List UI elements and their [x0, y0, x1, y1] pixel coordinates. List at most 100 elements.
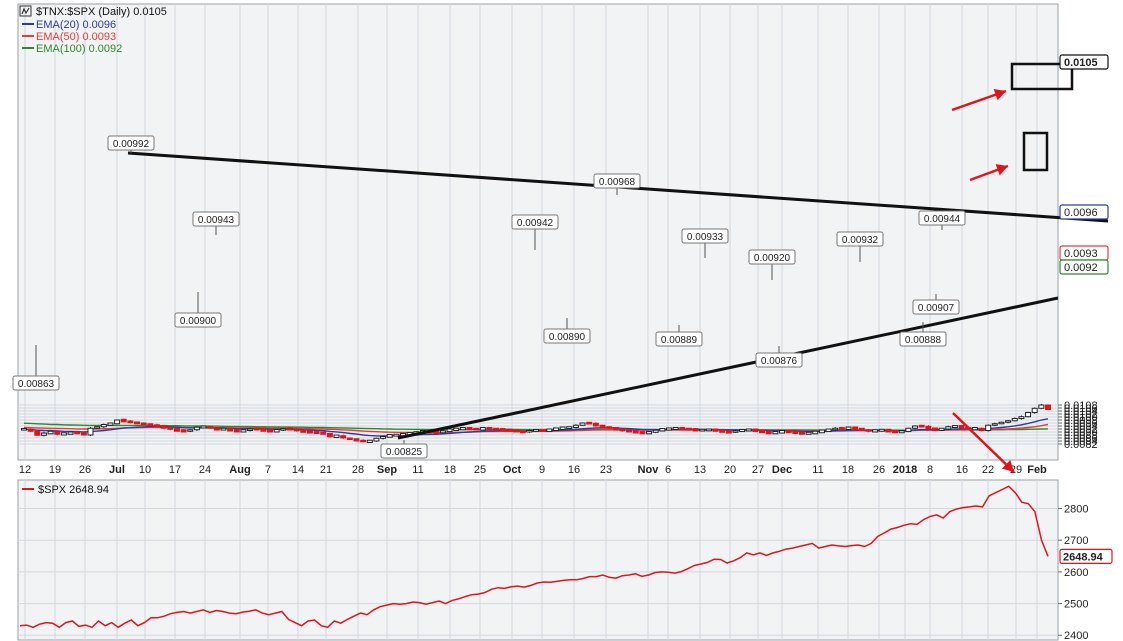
candle-body [167, 427, 174, 430]
candle-body [679, 427, 686, 431]
x-tick-label: Jul [109, 464, 125, 476]
candle-body [619, 428, 626, 432]
candle-body [632, 430, 639, 434]
candle-body [193, 426, 200, 431]
candle-body [373, 437, 380, 442]
candle-body [572, 424, 579, 428]
candle-body [493, 427, 500, 431]
candle-body [320, 431, 327, 435]
x-tick-label: 13 [694, 464, 706, 476]
candle-body [499, 428, 506, 431]
candle-body [60, 432, 67, 436]
candle-body [732, 430, 739, 433]
x-tick-label: Nov [638, 464, 660, 476]
candle-body [27, 428, 34, 432]
candle-body [253, 427, 260, 431]
y-tick-label: 0.0092 [1064, 424, 1098, 436]
annotation-box [755, 352, 803, 368]
candle-body [692, 428, 699, 432]
value-tag-label: 0.0096 [1064, 207, 1098, 219]
candle-body [87, 427, 94, 436]
candle-body [539, 428, 546, 433]
x-tick-label: Sep [377, 464, 397, 476]
x-tick-label: 22 [982, 464, 994, 476]
candle-body [792, 430, 799, 434]
candle-body [712, 428, 719, 432]
candle-body [1031, 407, 1038, 413]
candle-body [985, 424, 992, 431]
spx-line-series [19, 485, 1049, 629]
candle-body [459, 427, 466, 431]
arrow-shaft [952, 412, 1015, 473]
spx-panel-grid [18, 480, 1058, 640]
legend-entry: EMA(100) 0.0092 [36, 43, 122, 55]
x-tick-label: 25 [474, 464, 486, 476]
candle-body [579, 422, 586, 426]
candle-body [745, 428, 752, 432]
candle-body [220, 427, 227, 431]
candle-body [612, 427, 619, 431]
y-tick-label: 0.0088 [1064, 430, 1098, 442]
highlight-boxes [1010, 62, 1074, 172]
candle-body [433, 431, 440, 434]
candle-body [240, 429, 247, 433]
candle-body [772, 431, 779, 435]
candle-body [519, 430, 526, 434]
x-tick-label: 7 [265, 464, 271, 476]
candle-body [80, 432, 87, 436]
candle-body [845, 426, 852, 430]
y-tick-label: 0.0096 [1064, 418, 1098, 430]
candle-body [47, 430, 54, 435]
arrow-head [1001, 460, 1014, 472]
annotation-label: 0.00825 [386, 447, 423, 458]
price-ratio-panel: 0.00820.00840.00860.00880.00900.00920.00… [12, 3, 1109, 476]
candle-body [260, 428, 267, 432]
x-tick-label: 11 [412, 464, 423, 476]
candle-body [213, 427, 220, 431]
candle-body [971, 427, 978, 431]
candle-body [173, 428, 180, 432]
annotation-box [107, 135, 155, 151]
candle-body [785, 430, 792, 434]
candle-body [606, 426, 613, 429]
candle-body [798, 431, 805, 435]
y-tick-label: 2400 [1064, 630, 1088, 641]
candle-body [546, 428, 553, 433]
y-tick-label: 0.0086 [1064, 433, 1098, 445]
x-tick-label: 29 [1010, 464, 1022, 476]
candle-body [559, 426, 566, 430]
candle-body [40, 432, 47, 436]
annotation-box [174, 312, 222, 328]
annotation-box [12, 375, 60, 391]
candle-body [446, 428, 453, 433]
x-tick-label: Feb [1027, 464, 1047, 476]
candle-body [366, 439, 373, 443]
candle-body [905, 427, 912, 433]
spx-panel-title: $SPX 2648.94 [38, 484, 109, 496]
y-tick-label: 0.0102 [1064, 409, 1098, 421]
candle-body [1005, 420, 1012, 423]
candle-body [479, 427, 486, 431]
candle-body [473, 427, 480, 431]
y-tick-label: 0.0098 [1064, 415, 1098, 427]
candle-body [805, 431, 812, 435]
candle-body [67, 431, 74, 435]
price-panel-title: $TNX:$SPX (Daily) 0.0105 [36, 6, 167, 18]
candle-body [912, 425, 919, 429]
annotation-box [543, 328, 591, 344]
candle-body [1018, 416, 1025, 420]
candle-body [705, 428, 712, 432]
y-tick-label: 0.0090 [1064, 427, 1098, 439]
candle-body [652, 429, 659, 433]
candle-body [526, 430, 533, 433]
candle-body [818, 429, 825, 434]
x-tick-label: 21 [320, 464, 332, 476]
candle-body [978, 427, 985, 431]
candle-body [227, 427, 234, 432]
annotation-label: 0.00863 [18, 379, 55, 390]
x-tick-label: 14 [292, 464, 304, 476]
annotation-box [912, 299, 960, 315]
candle-body [333, 434, 340, 439]
candle-body [466, 427, 473, 431]
